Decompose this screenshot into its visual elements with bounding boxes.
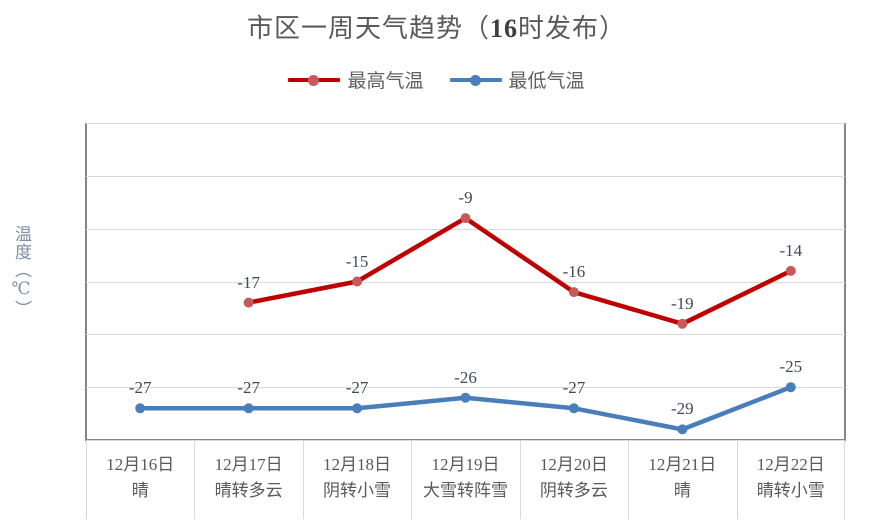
data-point-marker[interactable] (352, 276, 363, 287)
data-point-marker[interactable] (568, 287, 579, 298)
x-axis-category-1: 12月16日晴 (86, 441, 194, 519)
category-weather: 大雪转阵雪 (422, 481, 508, 501)
x-axis-category-7: 12月22日 晴转小雪 (736, 441, 845, 519)
x-axis-category-3: 12月18日 阴转小雪 (302, 441, 411, 519)
plot-area: -17 -15 -9 -16 -19 -14 -27 -27 -27 -26 -27 -29 -25 (86, 123, 845, 441)
data-label: -27 (128, 378, 152, 398)
category-date: 12月17日 (214, 455, 283, 474)
plot-right-border (844, 123, 846, 441)
data-label: -15 (345, 251, 369, 271)
gridline (86, 175, 845, 177)
category-date: 12月21日 (648, 455, 717, 474)
legend-swatch-low-temp-icon (449, 73, 502, 87)
x-axis-category-5: 12月20日 阴转多云 (519, 441, 628, 519)
data-point-marker[interactable] (460, 392, 471, 403)
series-line-high-temp (246, 215, 794, 327)
category-weather: 阴转多云 (539, 481, 608, 501)
data-label: -9 (458, 188, 473, 208)
y-axis-title: 温度（℃） (12, 225, 31, 318)
data-point-marker[interactable] (352, 403, 363, 414)
category-weather: 晴转小雪 (756, 481, 825, 501)
legend-swatch-high-temp-icon (288, 73, 341, 87)
category-weather: 晴转多云 (214, 481, 283, 501)
data-label: -27 (562, 378, 586, 398)
category-weather: 阴转小雪 (323, 481, 392, 501)
data-label: -25 (779, 357, 803, 377)
x-axis-category-4: 12月19日 大雪转阵雪 (411, 441, 519, 519)
data-point-marker[interactable] (568, 403, 579, 414)
category-weather: 晴 (131, 481, 149, 501)
gridline (86, 228, 845, 230)
legend-label-high-temp: 最高气温 (347, 71, 424, 92)
category-date: 12月18日 (323, 455, 392, 474)
gridline (86, 334, 845, 336)
category-date: 12月22日 (756, 455, 825, 474)
data-label: -27 (237, 378, 260, 398)
legend-item-high-temp[interactable]: 最高气温 (288, 66, 424, 93)
chart-title-suffix: 时发布） (518, 14, 627, 43)
x-axis-category-labels: 12月16日晴 12月17日 晴转多云 12月18日 阴转小雪 12月19日 大雪转阵雪 12… (86, 441, 845, 519)
data-point-marker[interactable] (677, 424, 688, 435)
data-point-marker[interactable] (785, 265, 796, 276)
legend-label-low-temp: 最低气温 (508, 71, 585, 92)
chart-title: 市区一周天气趋势（16时发布） (0, 8, 873, 45)
category-date: 12月20日 (539, 455, 608, 474)
data-point-marker[interactable] (243, 297, 254, 308)
gridline (86, 123, 845, 124)
data-point-marker[interactable] (243, 403, 254, 414)
data-label: -19 (671, 293, 694, 313)
data-point-marker[interactable] (677, 318, 688, 329)
data-label: -16 (562, 262, 586, 282)
gridline (86, 281, 845, 283)
x-axis-category-2: 12月17日 晴转多云 (194, 441, 302, 519)
chart-title-hour: 16 (490, 14, 518, 43)
chart-legend: 最高气温 最低气温 (0, 66, 873, 93)
data-label: -14 (779, 240, 803, 260)
category-date: 12月16日 (106, 455, 175, 474)
data-label: -29 (671, 399, 694, 419)
data-label: -27 (345, 378, 369, 398)
data-point-marker[interactable] (135, 403, 146, 414)
data-point-marker[interactable] (460, 213, 471, 224)
chart-title-prefix: 市区一周天气趋势（ (246, 14, 490, 43)
data-label: -26 (454, 367, 477, 387)
data-point-marker[interactable] (785, 382, 796, 393)
category-date: 12月19日 (431, 455, 500, 474)
series-lines (135, 213, 796, 435)
data-label: -17 (237, 272, 260, 292)
x-axis-category-6: 12月21日晴 (628, 441, 736, 519)
legend-item-low-temp[interactable]: 最低气温 (449, 66, 585, 93)
gridline (86, 387, 845, 389)
category-weather: 晴 (673, 481, 691, 501)
gridline (86, 440, 845, 441)
